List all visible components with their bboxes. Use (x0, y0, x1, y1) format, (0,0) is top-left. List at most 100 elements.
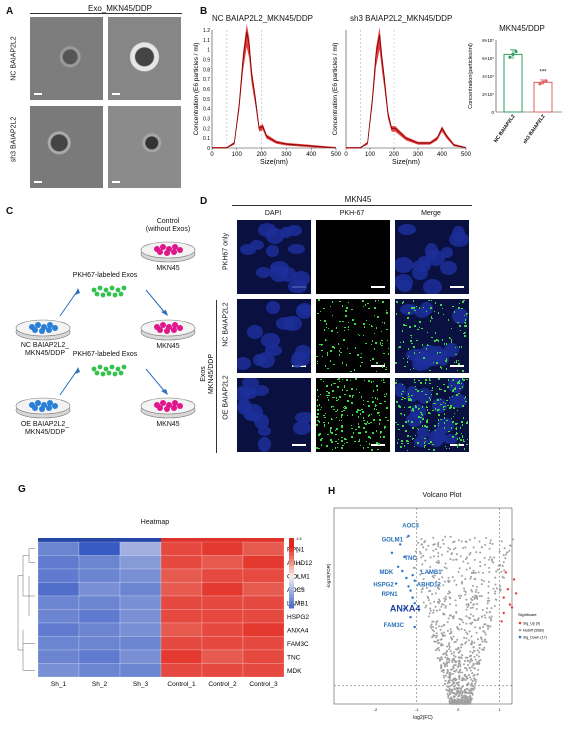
nucleus (449, 393, 467, 409)
pkh67-signal (333, 347, 336, 349)
y-tick-label: 0.1 (203, 136, 210, 142)
pkh67-signal (346, 441, 348, 443)
point-nodiff (447, 676, 450, 679)
pkh67-signal (426, 406, 428, 409)
point-nodiff (468, 567, 471, 570)
point-nodiff (488, 599, 491, 602)
pkh67-signal (381, 339, 383, 341)
pkh67-signal (322, 380, 325, 383)
heatmap-cell (119, 595, 162, 610)
pkh67-signal (328, 391, 330, 394)
scale-cell (289, 576, 294, 581)
point-nodiff (483, 563, 486, 566)
pkh67-signal (338, 380, 341, 383)
point-nodiff (435, 627, 438, 630)
point-nodiff (473, 641, 476, 644)
point-nodiff (458, 674, 461, 677)
pkh67-signal (456, 432, 459, 435)
pkh67-signal (458, 382, 461, 385)
pkh67-signal (411, 394, 413, 397)
pkh67-signal (426, 421, 428, 423)
pkh67-signal (437, 419, 440, 421)
pkh67-signal (345, 310, 347, 312)
heatmap-cell (160, 622, 203, 637)
point-nodiff (495, 587, 498, 590)
pkh67-signal (381, 366, 384, 368)
exo-arrows-1 (59, 285, 168, 317)
heatmap-cell (201, 595, 244, 610)
pkh67-signal (418, 407, 420, 410)
point-sig-down (413, 579, 416, 582)
pkh67-signal (442, 313, 445, 316)
heatmap-cell (201, 649, 244, 664)
pkh67-signal (316, 424, 318, 426)
point-nodiff (455, 583, 458, 586)
pkh67-signal (466, 438, 469, 441)
pkh67-signal (329, 360, 332, 362)
pkh67-signal (430, 307, 432, 309)
point-nodiff (453, 702, 456, 705)
pkh67-signal (400, 446, 402, 448)
point-nodiff (449, 597, 452, 600)
pkh67-signal (352, 319, 354, 321)
point-nodiff (456, 691, 459, 694)
point-nodiff (488, 558, 491, 561)
pkh67-signal (434, 425, 436, 427)
pkh67-signal (429, 320, 432, 322)
pkh67-signal (381, 344, 383, 347)
gene-label: ABHD12 (417, 582, 442, 588)
point-nodiff (452, 615, 455, 618)
y-axis-label: Concentration (E6 particles / ml) (332, 43, 339, 136)
point-nodiff (492, 561, 495, 564)
bar-category-label: NC BAIAP2L2 (493, 114, 517, 144)
pkh67-signal (371, 449, 373, 451)
point-nodiff (446, 670, 449, 673)
point-nodiff (465, 568, 468, 571)
pkh67-signal (319, 343, 321, 346)
pkh67-signal (466, 420, 469, 423)
confocal-merge-3 (395, 378, 469, 452)
pkh67-signal (341, 425, 343, 427)
y-tick-label: 0.7 (203, 77, 210, 83)
point-nodiff (474, 658, 477, 661)
point-nodiff (419, 552, 422, 555)
x-tick-label: -1 (415, 707, 419, 712)
pkh67-signal (330, 384, 333, 386)
point-nodiff (488, 616, 491, 619)
pkh67-signal (335, 416, 338, 419)
point-nodiff (457, 664, 460, 667)
point-nodiff (419, 569, 422, 572)
point-nodiff (447, 546, 450, 549)
pkh67-signal (437, 399, 439, 401)
point-nodiff (443, 663, 446, 666)
pkh67-signal (402, 390, 404, 393)
point-nodiff (467, 698, 470, 701)
point-nodiff (437, 545, 440, 548)
pkh67-signal (462, 301, 464, 303)
pkh67-signal (332, 396, 334, 399)
point-nodiff (429, 609, 432, 612)
point-nodiff (433, 555, 436, 558)
point-nodiff (432, 549, 435, 552)
pkh67-signal (320, 406, 323, 409)
point-nodiff (472, 603, 475, 606)
sample-label: Control_3 (249, 681, 278, 688)
pkh67-signal (431, 317, 433, 320)
pkh67-signal (417, 328, 419, 331)
pkh67-signal (448, 396, 451, 399)
point-nodiff (465, 691, 468, 694)
point-nodiff (458, 567, 461, 570)
pkh67-signal (346, 414, 349, 417)
point-nodiff (463, 663, 466, 666)
pkh67-signal (367, 400, 369, 403)
pkh67-signal (335, 440, 337, 443)
point-nodiff (451, 661, 454, 664)
nucleus (288, 279, 307, 294)
gene-label: LAMB1 (287, 600, 309, 607)
panel-label-g: G (18, 484, 26, 495)
heatmap-cell (119, 649, 162, 664)
point-nodiff (437, 642, 440, 645)
pkh67-signal (365, 431, 367, 433)
heatmap-cell (78, 555, 121, 570)
pkh67-signal (437, 422, 440, 425)
